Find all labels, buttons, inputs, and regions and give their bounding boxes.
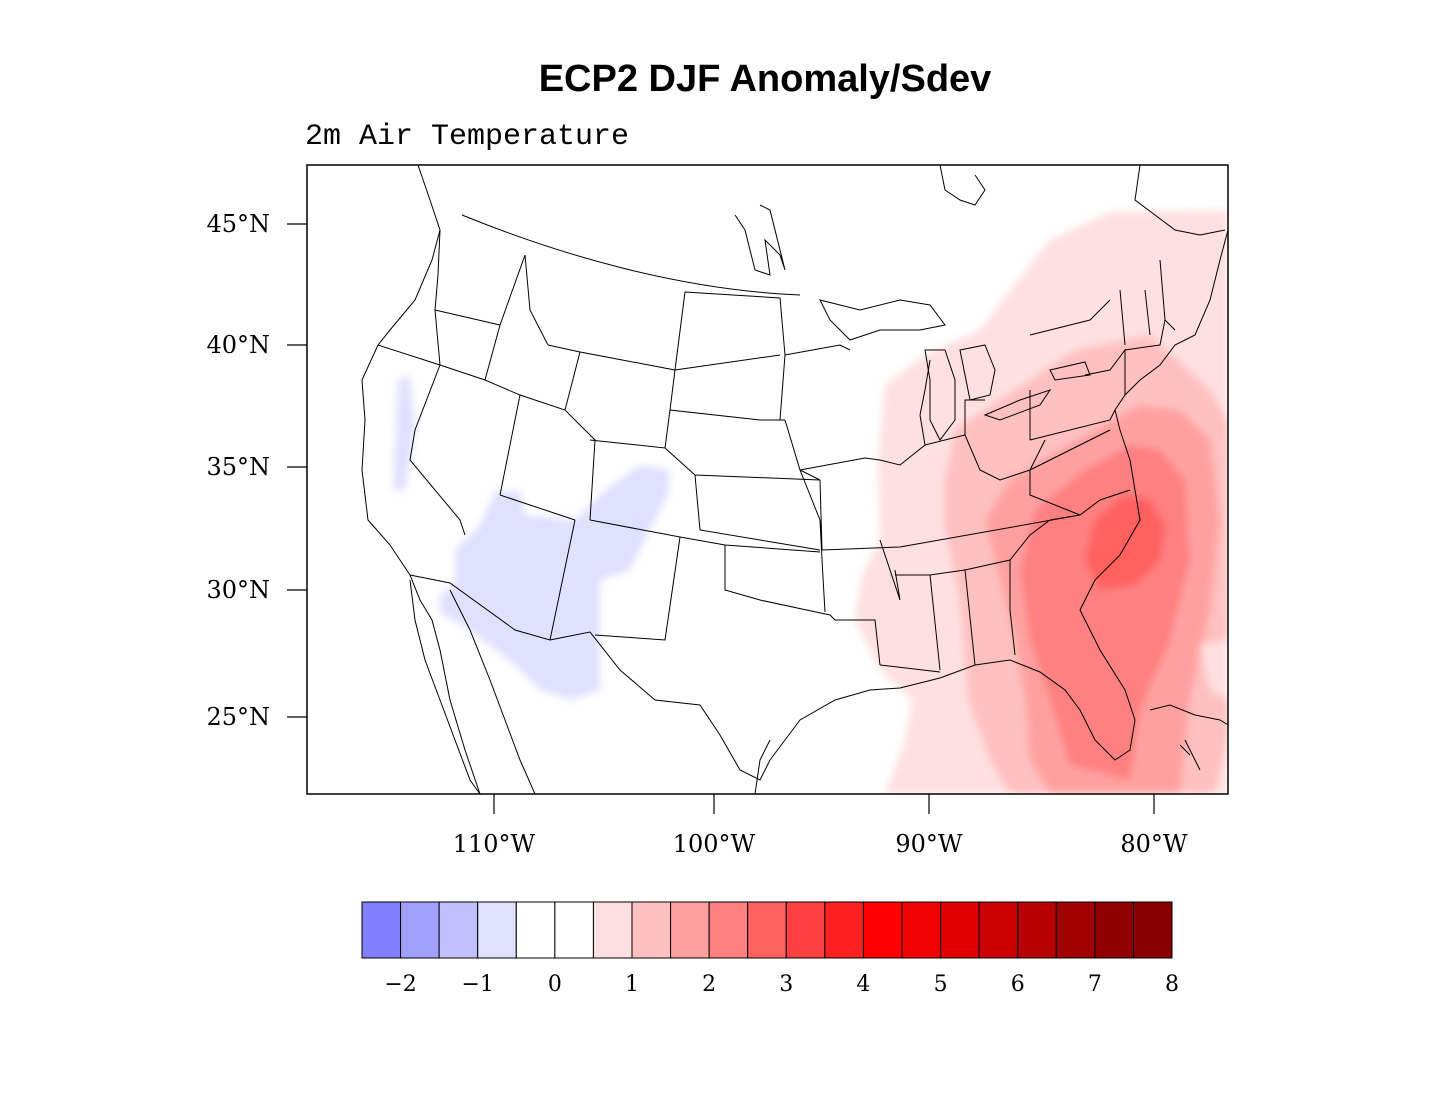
colorbar-label: 6 <box>1011 972 1025 997</box>
colorbar-label: −1 <box>461 972 493 997</box>
cuba-coast <box>1149 704 1228 726</box>
canada-border <box>461 214 801 296</box>
colorbar-box <box>592 901 633 959</box>
colorbar-box <box>1017 901 1057 959</box>
colorbar-box <box>438 901 479 959</box>
map-boundaries <box>361 165 1228 794</box>
mexico-border <box>409 574 771 781</box>
colorbar-box <box>477 901 517 959</box>
lake-ontario <box>1049 361 1091 381</box>
lat-label-25: 25°N <box>206 703 270 731</box>
atlantic-coast <box>1079 229 1228 611</box>
positive-anomaly-offshore <box>1200 640 1228 700</box>
colorbar-label: 5 <box>934 972 948 997</box>
map-title: ECP2 DJF Anomaly/Sdev <box>538 58 992 100</box>
lat-label-30: 30°N <box>206 576 270 604</box>
lat-label-35: 35°N <box>206 453 270 481</box>
colorbar-box <box>901 901 942 959</box>
james-bay-shore <box>939 165 986 206</box>
lon-label-90w: 90°W <box>895 830 963 858</box>
colorbar-box <box>940 901 980 959</box>
lake-superior <box>819 299 946 341</box>
gulf-coast <box>769 609 1136 761</box>
colorbar-label: −2 <box>384 972 416 997</box>
lon-label-80w: 80°W <box>1120 830 1188 858</box>
colorbar-label: 3 <box>779 972 793 997</box>
mexico-coast <box>754 739 771 794</box>
colorbar-box <box>1094 901 1134 959</box>
colorbar-box <box>361 901 402 959</box>
colorbar-box <box>785 901 826 959</box>
state-borders <box>377 229 1176 673</box>
colorbar-label: 7 <box>1088 972 1102 997</box>
bahamas <box>1179 739 1201 771</box>
colorbar-box <box>631 901 672 959</box>
lon-ticks <box>493 794 1155 814</box>
lat-ticks <box>287 223 307 718</box>
colorbar-box <box>1132 901 1173 959</box>
map-subtitle: 2m Air Temperature <box>305 120 630 154</box>
negative-anomaly-west <box>393 375 415 490</box>
colorbar-box <box>670 901 710 959</box>
colorbar-box <box>554 901 594 959</box>
colorbar <box>361 901 1173 959</box>
colorbar-box <box>747 901 787 959</box>
map-frame <box>306 164 1229 795</box>
colorbar-box <box>515 901 556 959</box>
west-coast <box>361 165 481 794</box>
canada-east-shore <box>1134 165 1226 236</box>
colorbar-labels: −2 −1 0 1 2 3 4 5 6 7 8 <box>384 972 1179 997</box>
colorbar-box <box>978 901 1019 959</box>
baja-coast <box>409 579 481 794</box>
gulf-of-california <box>449 589 536 794</box>
colorbar-label: 0 <box>548 972 562 997</box>
lat-label-40: 40°N <box>206 331 270 359</box>
colorbar-box <box>708 901 749 959</box>
lake-huron <box>959 344 996 401</box>
colorbar-box <box>862 901 903 959</box>
negative-anomaly-southwest <box>440 465 670 700</box>
colorbar-label: 4 <box>856 972 870 997</box>
colorbar-label: 2 <box>702 972 716 997</box>
lon-label-110w: 110°W <box>453 830 536 858</box>
positive-anomaly-band-5 <box>1085 495 1165 590</box>
lon-label-100w: 100°W <box>673 830 756 858</box>
lat-label-45: 45°N <box>206 210 270 238</box>
colorbar-box <box>400 901 440 959</box>
lake-erie <box>983 389 1052 421</box>
hudson-shore <box>734 204 786 276</box>
colorbar-label: 8 <box>1165 972 1179 997</box>
colorbar-label: 1 <box>625 972 639 997</box>
colorbar-box <box>1055 901 1096 959</box>
colorbar-box <box>824 901 864 959</box>
anomaly-shading <box>393 210 1228 794</box>
lake-michigan <box>924 349 956 441</box>
